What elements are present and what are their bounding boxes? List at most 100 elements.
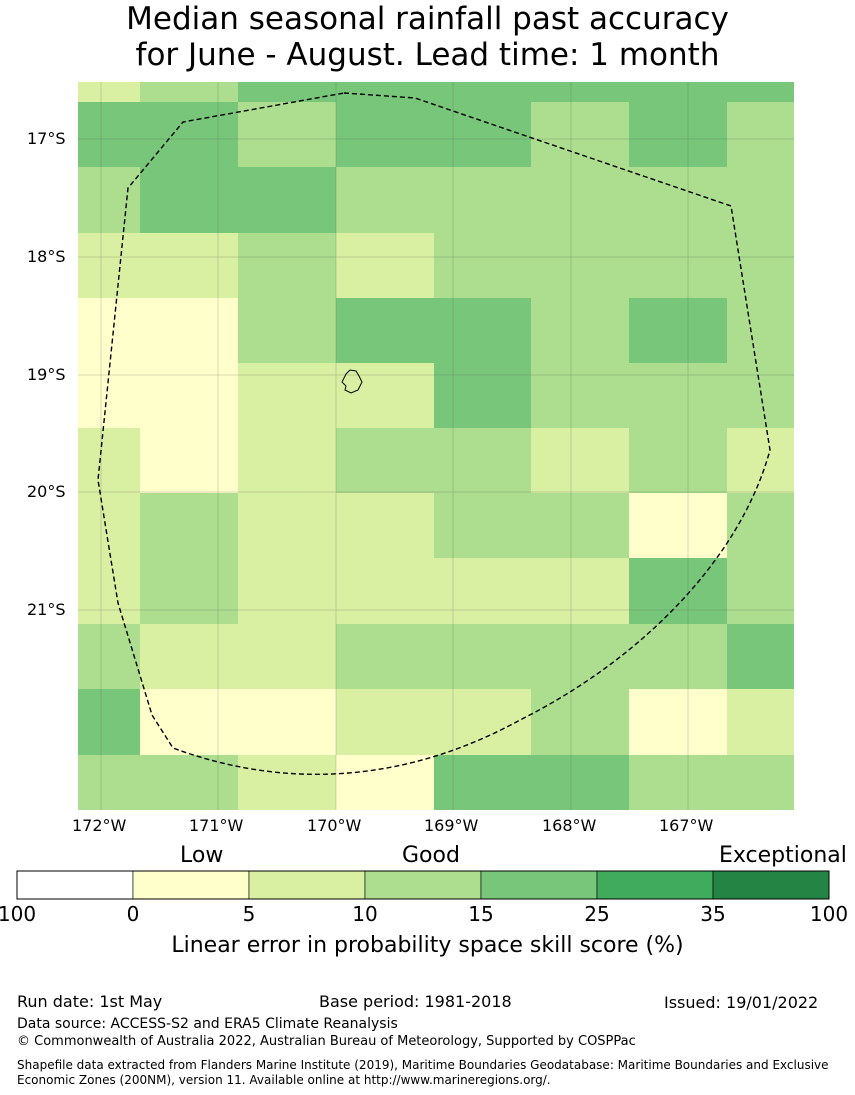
grid-cell <box>336 689 434 755</box>
grid-cell <box>140 82 238 102</box>
lon-label-171w: 171°W <box>189 816 244 835</box>
grid-cell <box>78 233 140 298</box>
grid-cell <box>140 493 238 558</box>
grid-cell <box>531 558 629 624</box>
grid-cell <box>727 689 794 755</box>
grid-cell <box>434 624 531 689</box>
grid-cell <box>434 102 531 167</box>
grid-cell <box>727 428 794 493</box>
grid-cell <box>78 167 140 233</box>
grid-cell <box>531 428 629 493</box>
base-period: Base period: 1981-2018 <box>319 992 512 1011</box>
grid-cell <box>434 167 531 233</box>
grid-cell <box>336 755 434 810</box>
grid-cell <box>238 363 336 428</box>
colorbar-swatch <box>248 870 366 900</box>
grid-cell <box>531 298 629 363</box>
colorbar-swatch <box>596 870 714 900</box>
grid-cell <box>727 167 794 233</box>
grid-cell <box>531 689 629 755</box>
skill-score-map <box>78 82 794 810</box>
grid-cell <box>238 493 336 558</box>
lon-label-168w: 168°W <box>542 816 597 835</box>
grid-cell <box>629 558 727 624</box>
grid-cell <box>336 624 434 689</box>
legend-category-exceptional: Exceptional <box>719 843 847 868</box>
grid-cells <box>78 82 794 810</box>
colorbar-swatch <box>712 870 830 900</box>
colorbar-swatch <box>132 870 250 900</box>
colorbar-tick-2: 5 <box>242 902 256 926</box>
grid-cell <box>434 363 531 428</box>
grid-cell <box>78 428 140 493</box>
grid-cell <box>140 102 238 167</box>
lat-label-17s: 17°S <box>27 129 66 148</box>
issued-date: Issued: 19/01/2022 <box>664 993 819 1012</box>
graticule <box>78 82 794 810</box>
grid-cell <box>140 167 238 233</box>
lon-label-169w: 169°W <box>424 816 479 835</box>
grid-cell <box>434 233 531 298</box>
grid-cell <box>629 82 727 102</box>
colorbar-tick-3: 10 <box>352 902 378 926</box>
grid-cell <box>727 755 794 810</box>
colorbar-axis-label: Linear error in probability space skill … <box>171 933 684 958</box>
grid-cell <box>140 755 238 810</box>
lat-label-19s: 19°S <box>27 365 66 384</box>
chart-title-line1: Median seasonal rainfall past accuracy <box>126 1 729 37</box>
grid-cell <box>434 298 531 363</box>
grid-cell <box>531 102 629 167</box>
grid-cell <box>140 428 238 493</box>
colorbar-tick-5: 25 <box>584 902 610 926</box>
legend-category-good: Good <box>402 843 460 868</box>
grid-cell <box>531 493 629 558</box>
grid-cell <box>238 428 336 493</box>
grid-cell <box>629 298 727 363</box>
colorbar-swatch <box>480 870 598 900</box>
grid-cell <box>727 233 794 298</box>
grid-cell <box>629 755 727 810</box>
grid-cell <box>727 493 794 558</box>
grid-cell <box>434 558 531 624</box>
grid-cell <box>78 689 140 755</box>
grid-cell <box>434 428 531 493</box>
grid-cell <box>434 82 531 102</box>
colorbar-tick-0: 100 <box>0 902 37 926</box>
colorbar-swatch <box>16 870 134 900</box>
grid-cell <box>531 624 629 689</box>
grid-cell <box>629 689 727 755</box>
grid-cell <box>727 558 794 624</box>
grid-cell <box>140 233 238 298</box>
grid-cell <box>531 233 629 298</box>
lat-label-20s: 20°S <box>27 482 66 501</box>
grid-cell <box>336 233 434 298</box>
lon-label-167w: 167°W <box>659 816 714 835</box>
grid-cell <box>78 298 140 363</box>
grid-cell <box>727 624 794 689</box>
shapefile-credit-line2: Economic Zones (200NM), version 11. Avai… <box>17 1073 551 1087</box>
grid-cell <box>434 755 531 810</box>
grid-cell <box>238 624 336 689</box>
grid-cell <box>629 233 727 298</box>
lat-label-21s: 21°S <box>27 600 66 619</box>
colorbar-tick-6: 35 <box>700 902 726 926</box>
grid-cell <box>434 493 531 558</box>
grid-cell <box>336 167 434 233</box>
grid-cell <box>238 82 336 102</box>
grid-cell <box>336 428 434 493</box>
grid-cell <box>78 82 140 102</box>
grid-cell <box>531 82 629 102</box>
grid-cell <box>336 493 434 558</box>
grid-cell <box>434 689 531 755</box>
grid-cell <box>140 363 238 428</box>
grid-cell <box>336 558 434 624</box>
legend-category-low: Low <box>180 843 224 868</box>
grid-cell <box>140 298 238 363</box>
grid-cell <box>531 167 629 233</box>
grid-cell <box>727 102 794 167</box>
grid-cell <box>238 558 336 624</box>
grid-cell <box>238 233 336 298</box>
shapefile-credit-line1: Shapefile data extracted from Flanders M… <box>17 1058 829 1072</box>
eez-boundary <box>97 92 771 775</box>
grid-cell <box>78 755 140 810</box>
